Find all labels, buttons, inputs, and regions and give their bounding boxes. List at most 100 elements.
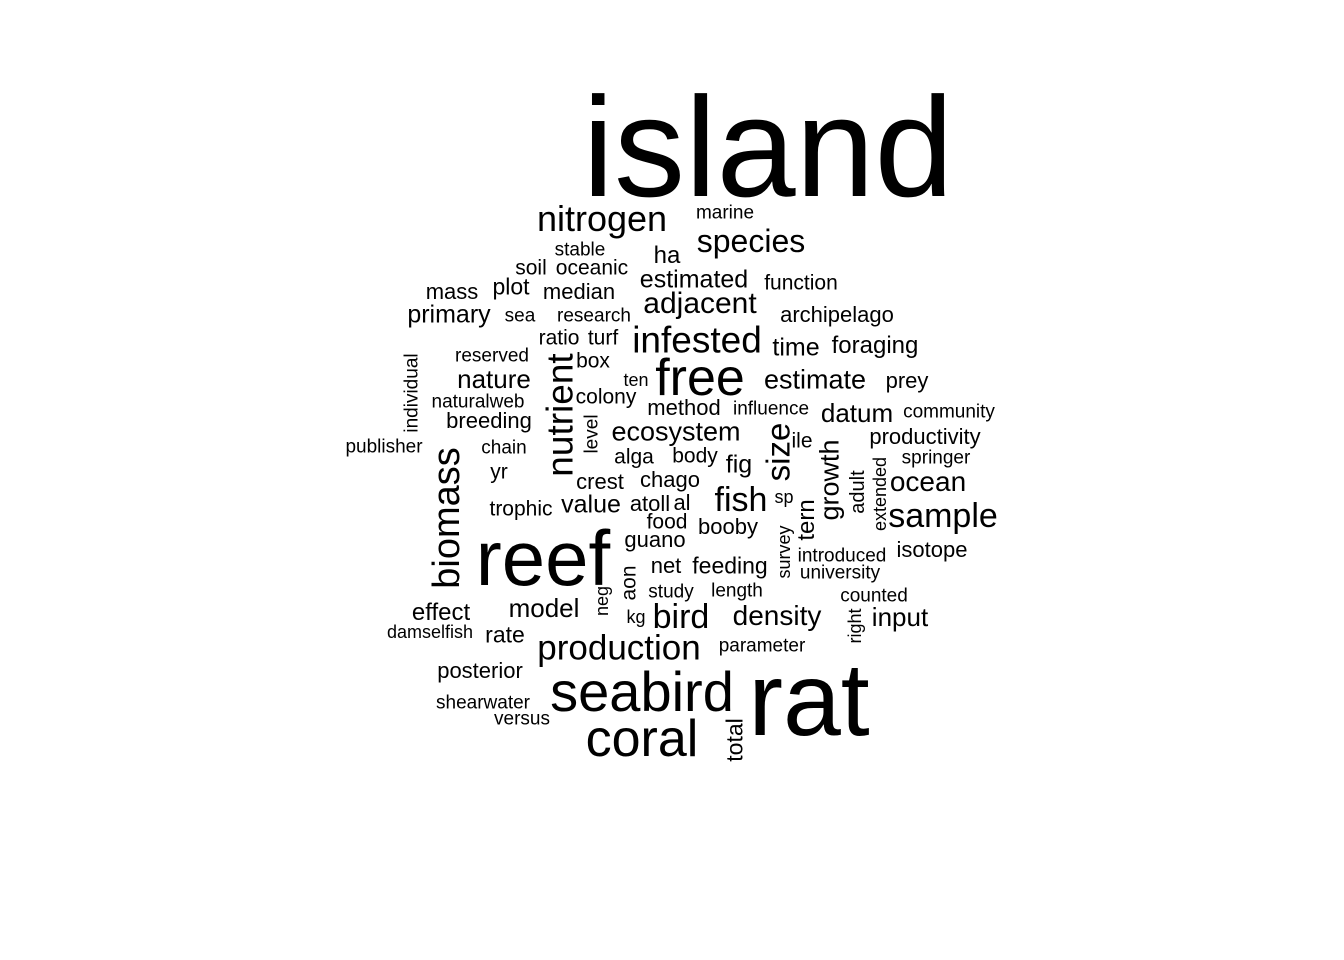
word-ha: ha	[653, 242, 681, 269]
word-feeding: feeding	[692, 552, 768, 579]
word-al: al	[673, 490, 691, 515]
word-marine: marine	[695, 202, 755, 224]
word-stable: stable	[554, 239, 606, 261]
word-trophic: trophic	[489, 497, 553, 521]
word-neg: neg	[592, 585, 612, 617]
word-level: level	[581, 414, 603, 454]
word-damselfish: damselfish	[386, 622, 474, 642]
word-fig: fig	[725, 450, 753, 479]
word-total: total	[721, 718, 748, 762]
word-infested: infested	[632, 319, 762, 361]
word-community: community	[903, 401, 995, 423]
word-datum: datum	[820, 398, 894, 428]
word-value: value	[561, 490, 621, 519]
word-crest: crest	[576, 469, 624, 494]
word-right: right	[845, 608, 865, 644]
word-aon: aon	[617, 565, 641, 601]
word-nutrient: nutrient	[539, 353, 581, 477]
word-isotope: isotope	[896, 537, 968, 562]
word-oceanic: oceanic	[555, 256, 629, 280]
word-method: method	[647, 395, 721, 420]
word-shearwater: shearwater	[436, 692, 530, 714]
word-prey: prey	[885, 368, 929, 393]
word-chain: chain	[481, 437, 527, 459]
word-ratio: ratio	[538, 326, 580, 350]
word-adjacent: adjacent	[643, 287, 757, 320]
word-ocean: ocean	[889, 466, 967, 497]
word-estimated: estimated	[639, 265, 749, 294]
word-bird: bird	[652, 598, 710, 636]
word-production: production	[537, 628, 701, 668]
word-sample: sample	[888, 497, 998, 535]
word-soil: soil	[515, 256, 547, 280]
word-rate: rate	[485, 621, 525, 648]
word-kg: kg	[626, 607, 646, 627]
word-colony: colony	[575, 385, 637, 409]
word-tern: tern	[793, 499, 820, 541]
word-versus: versus	[494, 708, 550, 730]
word-influence: influence	[732, 398, 810, 420]
word-time: time	[772, 333, 820, 362]
word-species: species	[696, 223, 806, 259]
word-growth: growth	[814, 439, 845, 521]
word-function: function	[764, 271, 838, 295]
word-input: input	[871, 602, 929, 632]
word-rat: rat	[748, 642, 870, 758]
word-net: net	[650, 553, 682, 578]
word-adult: adult	[847, 470, 869, 514]
word-nature: nature	[457, 364, 531, 394]
word-yr: yr	[490, 460, 508, 484]
word-parameter: parameter	[718, 635, 806, 657]
word-sea: sea	[504, 305, 536, 327]
word-productivity: productivity	[869, 424, 981, 449]
word-counted: counted	[840, 585, 908, 607]
word-reserved: reserved	[455, 345, 529, 367]
word-median: median	[542, 279, 616, 304]
word-fish: fish	[714, 481, 768, 519]
word-coral: coral	[585, 710, 699, 768]
word-sp: sp	[774, 487, 794, 507]
word-biomass: biomass	[426, 447, 468, 589]
word-individual: individual	[401, 353, 423, 433]
word-ecosystem: ecosystem	[611, 416, 741, 447]
word-food: food	[646, 510, 688, 534]
word-research: research	[557, 305, 631, 327]
word-density: density	[732, 600, 822, 631]
word-primary: primary	[407, 300, 491, 329]
word-foraging: foraging	[831, 332, 919, 359]
word-ile: ile	[791, 429, 813, 453]
word-survey: survey	[774, 525, 794, 579]
word-booby: booby	[698, 514, 758, 539]
word-springer: springer	[901, 447, 971, 469]
word-study: study	[648, 581, 694, 603]
word-body: body	[672, 444, 718, 468]
word-island: island	[582, 68, 954, 227]
word-nitrogen: nitrogen	[536, 198, 668, 239]
word-reef: reef	[475, 514, 611, 602]
word-seabird: seabird	[550, 660, 734, 723]
word-archipelago: archipelago	[780, 302, 894, 327]
word-guano: guano	[624, 527, 686, 552]
word-university: university	[799, 562, 881, 584]
word-publisher: publisher	[345, 436, 423, 458]
word-estimate: estimate	[763, 364, 867, 395]
word-extended: extended	[870, 456, 890, 532]
word-naturalweb: naturalweb	[431, 391, 525, 413]
word-breeding: breeding	[446, 408, 532, 433]
word-plot: plot	[492, 273, 530, 300]
word-size: size	[759, 422, 797, 482]
word-ten: ten	[623, 370, 649, 390]
word-free: free	[655, 349, 745, 407]
word-chago: chago	[640, 467, 700, 492]
word-mass: mass	[425, 279, 479, 304]
word-turf: turf	[587, 326, 619, 350]
word-posterior: posterior	[437, 658, 523, 683]
word-model: model	[508, 593, 580, 623]
word-introduced: introduced	[797, 545, 887, 567]
word-effect: effect	[411, 599, 471, 626]
word-box: box	[576, 349, 610, 373]
word-length: length	[711, 580, 763, 602]
word-alga: alga	[614, 445, 654, 469]
word-atoll: atoll	[629, 491, 671, 516]
